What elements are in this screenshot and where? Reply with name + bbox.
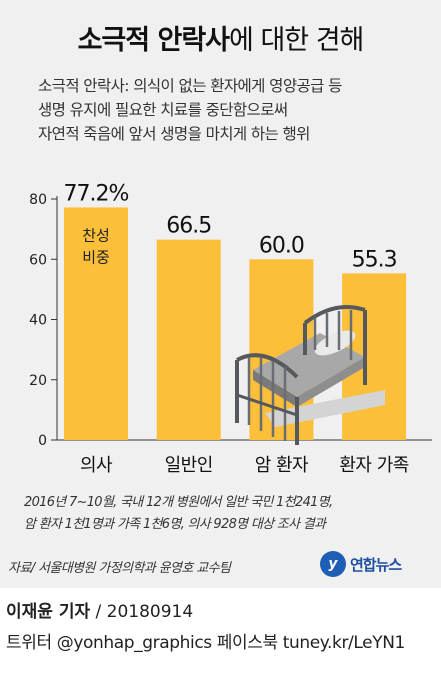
y-tick-label: 20 <box>29 373 47 389</box>
bar-inner-label: 찬성 <box>82 226 110 244</box>
y-tick-label: 60 <box>29 252 47 268</box>
definition-text: 소극적 안락사: 의식이 없는 환자에게 영양공급 등 생명 유지에 필요한 치… <box>38 74 438 146</box>
y-tick-label: 80 <box>29 192 47 208</box>
definition-line: 소극적 안락사: 의식이 없는 환자에게 영양공급 등 <box>38 77 342 95</box>
data-label: 55.3 <box>352 247 397 272</box>
title-rest: 에 대한 견해 <box>229 25 364 56</box>
logo-text: 연합뉴스 <box>350 555 402 574</box>
bar <box>156 239 221 440</box>
bed-icon <box>235 305 385 445</box>
x-tick-label: 환자 가족 <box>339 455 408 476</box>
data-label: 77.2% <box>64 181 129 206</box>
social-links: 트위터 @yonhap_graphics 페이스북 tuney.kr/LeYN1 <box>6 633 405 653</box>
bar-inner-label: 비중 <box>82 248 110 266</box>
x-tick-label: 의사 <box>80 455 113 476</box>
data-label: 66.5 <box>166 214 211 239</box>
byline: 이재윤 기자 / 20180914 <box>6 597 193 622</box>
bar <box>64 207 128 440</box>
y-tick-label: 40 <box>29 313 47 329</box>
note-line: 2016년 7~10월, 국내 12개 병원에서 일반 국민 1천241명, <box>24 495 333 510</box>
definition-line: 생명 유지에 필요한 치료를 중단함으로써 <box>38 101 288 119</box>
yonhap-logo: y 연합뉴스 <box>320 549 402 579</box>
x-tick-label: 일반인 <box>165 455 213 476</box>
x-tick-label: 암 환자 <box>255 455 309 476</box>
title-emphasis: 소극적 안락사 <box>77 25 230 56</box>
data-label: 60.0 <box>259 233 304 258</box>
definition-line: 자연적 죽음에 앞서 생명을 마치게 하는 행위 <box>38 125 310 143</box>
page-title: 소극적 안락사에 대한 견해 <box>0 18 441 57</box>
publish-date: / 20180914 <box>90 602 194 622</box>
bar-chart: 0 20 40 60 80 77.2% 의사 66.5 일반인 60.0 암 환자 55.3 환자 가… <box>29 181 432 476</box>
source-credit: 자료/ 서울대병원 가정의학과 윤영호 교수팀 <box>8 561 231 576</box>
yonhap-logo-icon: y <box>320 551 346 577</box>
survey-note: 2016년 7~10월, 국내 12개 병원에서 일반 국민 1천241명, 암… <box>24 492 439 536</box>
note-line: 암 환자 1천1명과 가족 1천6명, 의사 928명 대상 조사 결과 <box>24 517 326 532</box>
author-name: 이재윤 기자 <box>6 602 91 622</box>
y-tick-label: 0 <box>38 433 47 449</box>
